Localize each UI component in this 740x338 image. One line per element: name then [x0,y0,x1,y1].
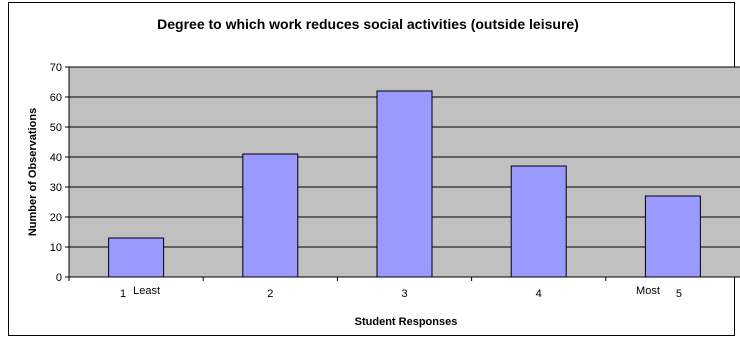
x-tick-note: Most [636,285,660,297]
bar [376,90,433,278]
bar [242,153,299,278]
y-tick-label: 60 [50,92,62,104]
x-axis-title: Student Responses [355,316,458,328]
x-tick-label: 5 [676,288,682,300]
y-tick-label: 70 [50,62,62,74]
axes [65,66,740,281]
y-tick-label: 20 [50,212,62,224]
x-tick-label: 2 [267,288,273,300]
bar [108,237,165,278]
y-tick-label: 30 [50,182,62,194]
y-tick-label: 0 [56,272,62,284]
y-tick-label: 10 [50,242,62,254]
x-tick-labels: 1 Least 2 3 4 5 Most [120,285,682,300]
y-tick-label: 50 [50,122,62,134]
chart-title: Degree to which work reduces social acti… [157,16,579,32]
bar [510,165,567,278]
x-tick-note: Least [133,285,160,297]
bar [644,195,701,278]
y-tick-label: 40 [50,152,62,164]
x-tick-label: 3 [401,288,407,300]
x-tick-label: 1 [120,288,126,300]
y-tick-labels: 0 10 20 30 40 50 60 70 [50,62,62,284]
x-tick-label: 4 [536,288,542,300]
y-axis-title: Number of Observations [27,108,39,236]
